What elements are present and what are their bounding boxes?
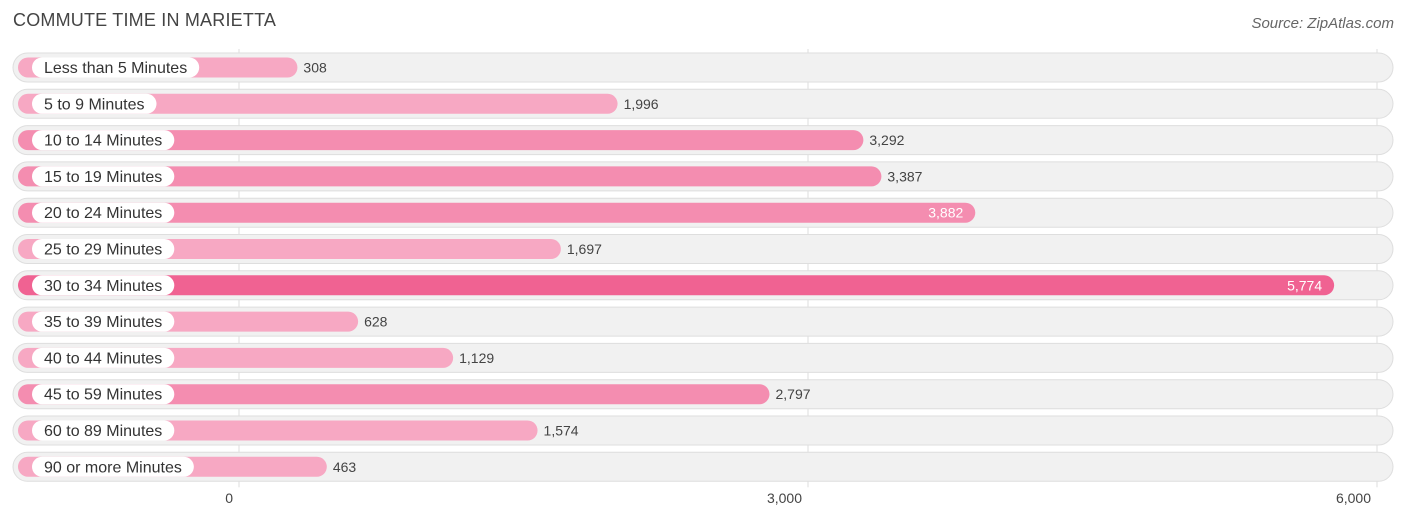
x-tick-label: 3,000 <box>767 490 802 506</box>
value-label: 3,387 <box>887 168 922 184</box>
value-label: 628 <box>364 314 388 330</box>
category-pill <box>32 166 175 187</box>
bar <box>18 202 976 223</box>
value-label: 308 <box>303 60 327 76</box>
category-pill <box>32 456 194 477</box>
chart-title: COMMUTE TIME IN MARIETTA <box>13 10 277 30</box>
category-pill <box>32 93 157 114</box>
category-label: 5 to 9 Minutes <box>44 96 145 113</box>
bar-rows: Less than 5 Minutes 308 5 to 9 Minutes 1,99… <box>12 52 1394 482</box>
gridlines <box>238 49 1378 488</box>
bar <box>18 384 770 405</box>
category-label: 35 to 39 Minutes <box>44 314 162 331</box>
category-label: 45 to 59 Minutes <box>44 387 162 404</box>
row-background <box>12 52 1394 83</box>
category-label: 20 to 24 Minutes <box>44 205 162 222</box>
bar <box>18 275 1335 296</box>
category-label: 25 to 29 Minutes <box>44 242 162 259</box>
category-label: 10 to 14 Minutes <box>44 133 162 150</box>
category-pill <box>32 384 175 405</box>
value-label: 1,574 <box>544 423 579 439</box>
category-label: Less than 5 Minutes <box>44 60 187 77</box>
bar <box>18 166 882 187</box>
x-tick-label: 0 <box>225 490 233 506</box>
category-pill <box>32 311 175 332</box>
category-label: 40 to 44 Minutes <box>44 350 162 367</box>
category-pill <box>32 347 175 368</box>
value-label: 3,882 <box>928 205 963 221</box>
source-credit: Source: ZipAtlas.com <box>1251 15 1394 32</box>
category-pill <box>32 420 175 441</box>
value-label: 3,292 <box>869 132 904 148</box>
category-label: 15 to 19 Minutes <box>44 169 162 186</box>
category-pill <box>32 202 175 223</box>
value-label: 5,774 <box>1287 277 1322 293</box>
category-label: 30 to 34 Minutes <box>44 278 162 295</box>
row-background <box>12 306 1394 337</box>
bar <box>18 93 618 114</box>
category-pill <box>32 275 175 296</box>
value-label: 463 <box>333 459 357 475</box>
x-axis: 0 3,000 6,000 <box>225 490 1371 506</box>
value-label: 2,797 <box>775 386 810 402</box>
x-tick-label: 6,000 <box>1336 490 1371 506</box>
category-pill <box>32 130 175 151</box>
value-label: 1,996 <box>624 96 659 112</box>
category-label: 60 to 89 Minutes <box>44 423 162 440</box>
category-label: 90 or more Minutes <box>44 459 182 476</box>
value-label: 1,129 <box>459 350 494 366</box>
bar <box>18 130 864 151</box>
category-pill <box>32 239 175 259</box>
category-pill <box>32 57 200 78</box>
row-background <box>12 451 1394 482</box>
value-label: 1,697 <box>567 241 602 257</box>
